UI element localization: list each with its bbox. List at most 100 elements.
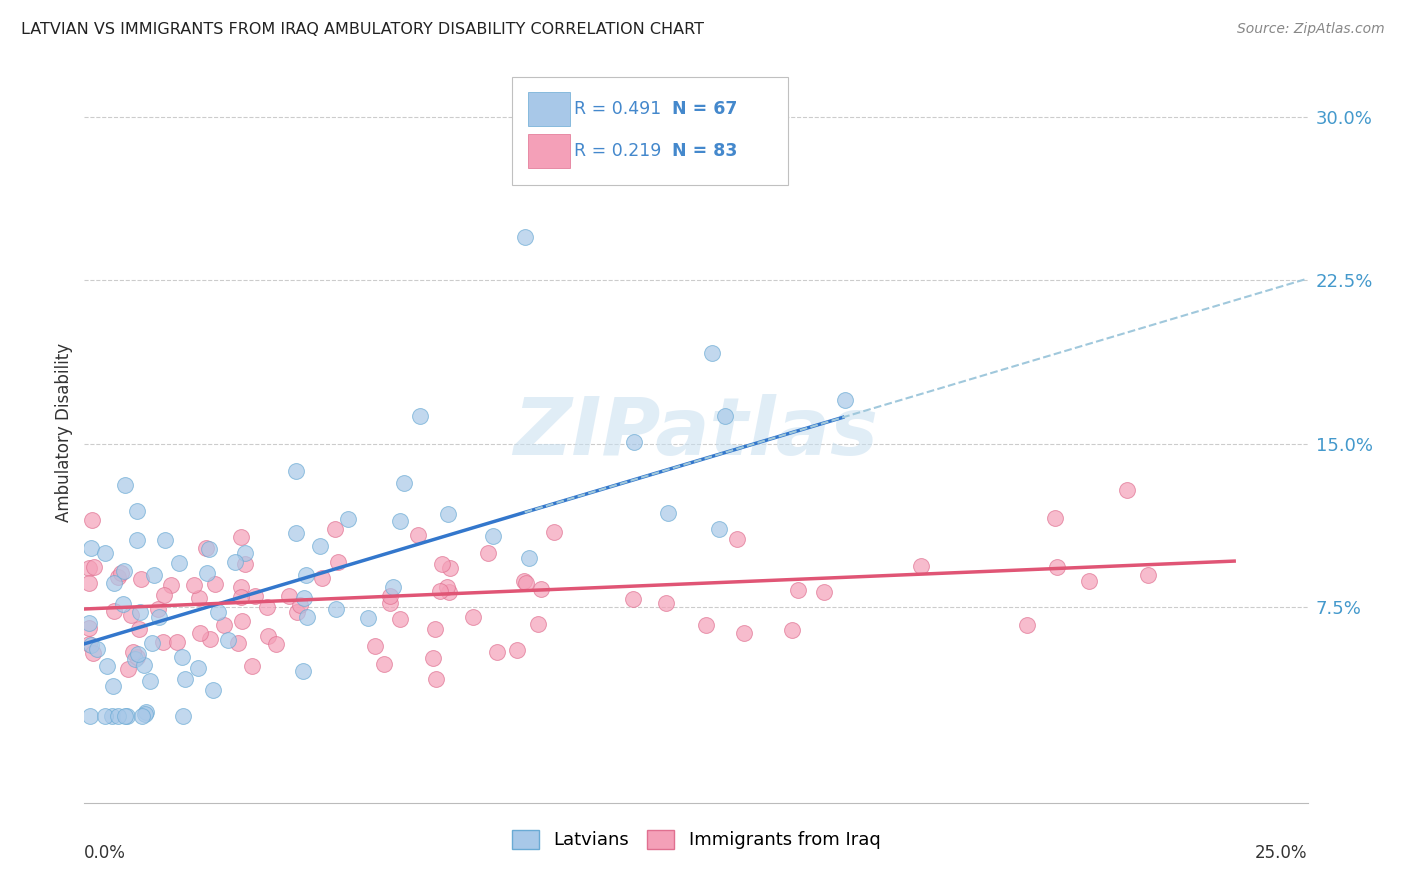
Point — [278, 589, 301, 603]
Point — [388, 514, 411, 528]
Point — [482, 528, 505, 542]
Point — [406, 528, 429, 542]
Point — [309, 540, 332, 554]
Point — [80, 541, 103, 556]
Point — [233, 546, 256, 560]
Point — [166, 635, 188, 649]
Point — [429, 584, 451, 599]
Point — [83, 560, 105, 574]
Point — [226, 636, 249, 650]
Point — [114, 478, 136, 492]
Point — [695, 618, 717, 632]
Point — [93, 546, 115, 560]
Legend: Latvians, Immigrants from Iraq: Latvians, Immigrants from Iraq — [505, 823, 887, 856]
Point — [114, 708, 136, 723]
Point — [131, 572, 153, 586]
Y-axis label: Ambulatory Disability: Ambulatory Disability — [55, 343, 73, 522]
Point — [530, 582, 553, 596]
Point — [517, 550, 540, 565]
Point — [229, 530, 252, 544]
Point — [506, 642, 529, 657]
FancyBboxPatch shape — [513, 78, 787, 185]
Point — [436, 581, 458, 595]
Point — [198, 632, 221, 646]
Point — [311, 571, 333, 585]
Point — [103, 604, 125, 618]
Point — [285, 605, 308, 619]
Point — [148, 602, 170, 616]
Point — [114, 564, 136, 578]
Point — [700, 346, 723, 360]
Text: R = 0.491: R = 0.491 — [574, 100, 661, 118]
Point — [486, 645, 509, 659]
Point — [80, 513, 103, 527]
Point — [82, 646, 104, 660]
Point — [198, 541, 221, 556]
Point — [623, 435, 645, 450]
Point — [245, 589, 267, 603]
Point — [86, 642, 108, 657]
FancyBboxPatch shape — [529, 92, 569, 126]
Point — [229, 580, 252, 594]
Point — [1137, 567, 1160, 582]
Point — [77, 637, 100, 651]
Point — [292, 664, 315, 678]
Point — [153, 533, 176, 548]
Point — [127, 504, 149, 518]
Point — [107, 708, 129, 723]
Text: R = 0.219: R = 0.219 — [574, 143, 661, 161]
Point — [115, 708, 138, 723]
Point — [103, 576, 125, 591]
Text: 0.0%: 0.0% — [84, 844, 127, 862]
Point — [292, 591, 315, 606]
Point — [1115, 483, 1137, 497]
Point — [439, 561, 461, 575]
Point — [437, 507, 460, 521]
Point — [231, 590, 253, 604]
Point — [127, 647, 149, 661]
Point — [285, 525, 308, 540]
Point — [297, 609, 319, 624]
Text: Source: ZipAtlas.com: Source: ZipAtlas.com — [1237, 22, 1385, 37]
Point — [240, 659, 263, 673]
Point — [1077, 574, 1099, 589]
Point — [284, 464, 307, 478]
Point — [129, 605, 152, 619]
Point — [621, 591, 644, 606]
Point — [231, 615, 253, 629]
Point — [131, 708, 153, 723]
Point — [141, 636, 163, 650]
Point — [79, 708, 101, 723]
Text: ZIPatlas: ZIPatlas — [513, 393, 879, 472]
Point — [194, 541, 217, 556]
Point — [152, 635, 174, 649]
Point — [110, 566, 132, 581]
Point — [373, 657, 395, 672]
Point — [128, 622, 150, 636]
Point — [513, 229, 536, 244]
Point — [143, 567, 166, 582]
Point — [172, 708, 194, 723]
Point — [326, 555, 349, 569]
Point — [357, 611, 380, 625]
Point — [295, 567, 318, 582]
Point — [337, 512, 360, 526]
Point — [183, 577, 205, 591]
Point — [409, 409, 432, 423]
Point — [463, 610, 485, 624]
Point — [212, 617, 235, 632]
Point — [120, 608, 142, 623]
Point — [117, 662, 139, 676]
Point — [77, 615, 100, 630]
Point — [173, 673, 195, 687]
Point — [382, 580, 405, 594]
Point — [187, 661, 209, 675]
Point — [910, 558, 932, 573]
Point — [323, 522, 346, 536]
Point — [257, 629, 280, 643]
Point — [725, 533, 748, 547]
Point — [733, 626, 755, 640]
Point — [202, 682, 225, 697]
Point — [655, 596, 678, 610]
Point — [217, 633, 239, 648]
